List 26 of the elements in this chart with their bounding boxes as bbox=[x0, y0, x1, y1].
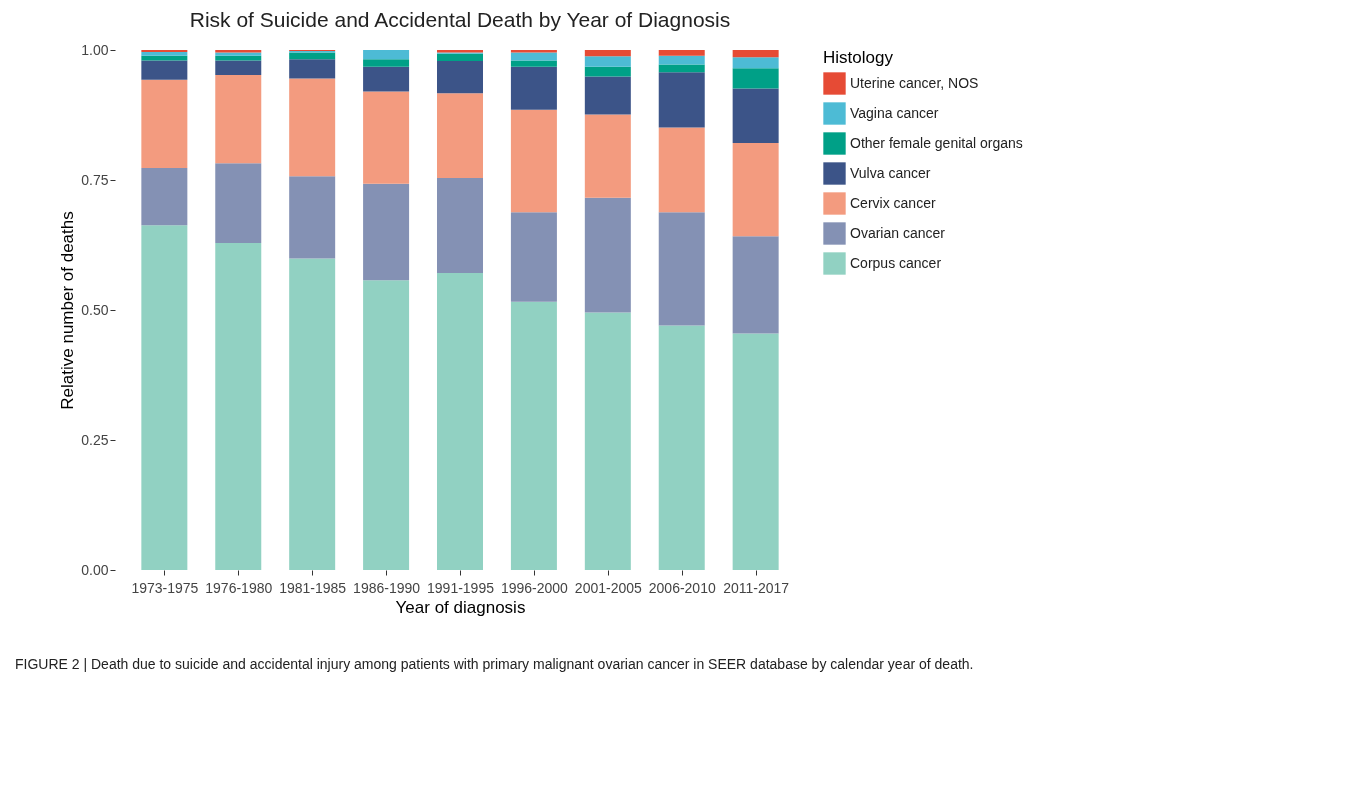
caption: FIGURE 2 | Death due to suicide and accidental injury among patients with primary malignant ovarian cancer in SEER database by calendar year of death. bbox=[15, 656, 974, 672]
x-tick-label: 1991-1995 bbox=[427, 579, 495, 596]
legend-label: Vulva cancer bbox=[850, 164, 931, 181]
y-tick-label: 1.00 bbox=[81, 41, 109, 58]
x-tick-label: 2011-2017 bbox=[723, 579, 790, 596]
legend-label: Vagina cancer bbox=[850, 104, 939, 121]
y-axis-title: Relative number of deaths bbox=[58, 211, 78, 410]
y-tick-label: 0.50 bbox=[81, 301, 109, 318]
y-tick-label: 0.25 bbox=[81, 431, 109, 448]
x-tick-label: 1973-1975 bbox=[131, 579, 199, 596]
legend-label: Uterine cancer, NOS bbox=[850, 74, 979, 91]
legend-title: Histology bbox=[823, 48, 894, 67]
x-tick-label: 1986-1990 bbox=[353, 579, 421, 596]
legend-label: Other female genital organs bbox=[850, 134, 1023, 151]
x-axis-title: Year of diagnosis bbox=[395, 597, 526, 617]
y-tick-label: 0.00 bbox=[81, 561, 109, 578]
x-tick-label: 1996-2000 bbox=[500, 579, 569, 596]
chart-title: Risk of Suicide and Accidental Death by Year of Diagnosis bbox=[189, 8, 731, 31]
y-tick-label: 0.75 bbox=[81, 171, 109, 188]
x-tick-label: 1976-1980 bbox=[205, 579, 273, 596]
legend-label: Cervix cancer bbox=[850, 194, 936, 211]
legend-label: Ovarian cancer bbox=[850, 224, 946, 241]
x-tick-label: 1981-1985 bbox=[279, 579, 347, 596]
x-tick-label: 2006-2010 bbox=[648, 579, 716, 596]
x-tick-label: 2001-2005 bbox=[574, 579, 643, 596]
legend-label: Corpus cancer bbox=[850, 254, 942, 271]
